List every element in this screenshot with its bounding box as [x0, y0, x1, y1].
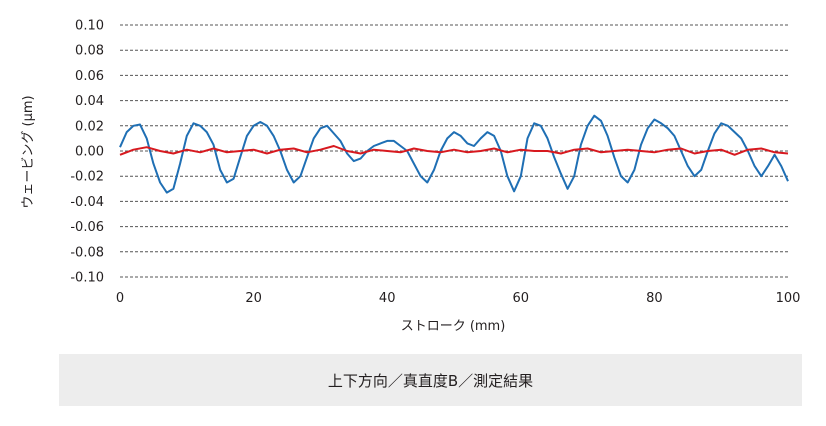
x-tick-label: 0 [116, 291, 124, 306]
chart: 0.10 0.08 0.06 0.04 0.02 0.00 -0.02 -0.04 -0.06 -… [21, 19, 801, 335]
grid [120, 24, 788, 278]
y-tick-label: -0.02 [70, 170, 104, 185]
y-axis-label: ウェービング (μm) [21, 95, 36, 208]
y-tick-label: 0.00 [75, 145, 104, 160]
y-tick-label: 0.02 [75, 119, 104, 134]
series-line-2 [119, 145, 789, 156]
x-tick-label: 40 [379, 291, 396, 306]
y-tick-label: 0.04 [75, 94, 104, 109]
x-tick-label: 60 [513, 291, 530, 306]
series-line-1 [119, 114, 789, 194]
y-tick-label: -0.06 [70, 220, 104, 235]
x-tick-label: 80 [646, 291, 663, 306]
x-tick-labels: 0 20 40 60 80 100 [116, 291, 801, 306]
x-tick-label: 20 [245, 291, 262, 306]
x-tick-label: 100 [776, 291, 801, 306]
caption-box: 上下方向／真直度B／測定結果 [59, 354, 802, 406]
y-tick-label: 0.06 [75, 69, 104, 84]
y-tick-label: -0.04 [70, 195, 104, 210]
y-tick-labels: 0.10 0.08 0.06 0.04 0.02 0.00 -0.02 -0.04 -0.06 -… [70, 19, 104, 286]
x-axis-label: ストローク (mm) [401, 319, 506, 334]
y-tick-label: -0.08 [70, 245, 104, 260]
caption: 上下方向／真直度B／測定結果 [327, 371, 534, 390]
y-tick-label: -0.10 [70, 271, 104, 286]
y-tick-label: 0.10 [75, 19, 104, 34]
series-layer [119, 114, 789, 194]
y-tick-label: 0.08 [75, 44, 104, 59]
